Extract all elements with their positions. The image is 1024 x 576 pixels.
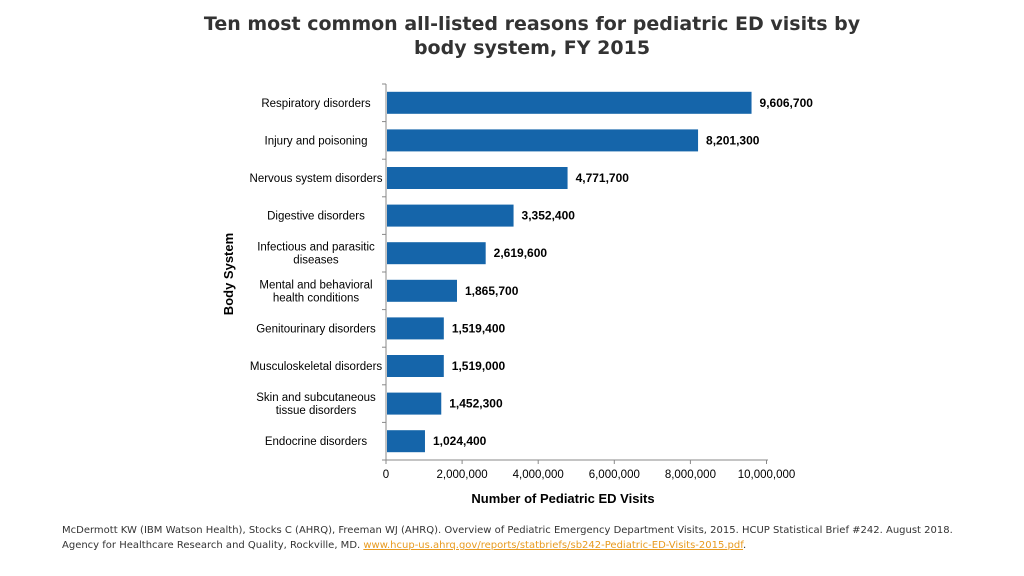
x-tick-label: 2,000,000 <box>437 469 488 481</box>
category-label: Endocrine disorders <box>265 436 368 448</box>
ticks-layer: Respiratory disorders Injury and poisonin… <box>250 83 796 481</box>
bar <box>387 317 444 340</box>
bar-value-label: 9,606,700 <box>760 96 814 110</box>
chart-title: Ten most common all-listed reasons for p… <box>190 12 874 60</box>
title-line-2: body system, FY 2015 <box>413 37 651 59</box>
source-citation: McDermott KW (IBM Watson Health), Stocks… <box>62 523 962 553</box>
x-axis-label: Number of Pediatric ED Visits <box>471 491 654 506</box>
bar <box>387 355 444 377</box>
category-label: diseases <box>293 255 339 267</box>
x-tick-label: 0 <box>383 469 389 481</box>
bar <box>387 430 425 453</box>
category-label: Musculoskeletal disorders <box>250 361 383 373</box>
bar <box>387 129 699 152</box>
x-tick-label: 10,000,000 <box>738 469 796 481</box>
category-label: Mental and behavioral <box>259 279 372 291</box>
category-label: Infectious and parasitic <box>257 242 375 254</box>
citation-end: . <box>743 540 747 551</box>
bar-value-label: 1,024,400 <box>433 434 487 448</box>
bar-value-label: 1,519,000 <box>452 359 506 373</box>
category-label: Skin and subcutaneous <box>256 392 376 404</box>
bar-value-label: 3,352,400 <box>522 209 576 223</box>
bar <box>387 167 568 189</box>
category-label: Digestive disorders <box>267 211 365 223</box>
bar-value-label: 1,519,400 <box>452 321 506 335</box>
bars-layer: 9,606,700 8,201,300 4,771,700 3,352,400 2,61… <box>387 91 814 453</box>
category-label: Respiratory disorders <box>261 98 371 110</box>
category-label: Nervous system disorders <box>250 173 383 185</box>
bar-value-label: 2,619,600 <box>494 246 548 260</box>
category-label: health conditions <box>273 292 360 304</box>
citation-link[interactable]: www.hcup-us.ahrq.gov/reports/statbriefs/… <box>363 540 744 551</box>
category-label: Injury and poisoning <box>265 135 368 147</box>
bar-value-label: 1,452,300 <box>449 397 503 411</box>
bar <box>387 279 457 302</box>
bar <box>387 392 442 415</box>
bar-value-label: 4,771,700 <box>576 171 630 185</box>
citation-text: McDermott KW (IBM Watson Health), Stocks… <box>62 525 953 551</box>
title-line-1: Ten most common all-listed reasons for p… <box>203 13 861 35</box>
bar-value-label: 8,201,300 <box>706 133 760 147</box>
category-label: tissue disorders <box>276 405 357 417</box>
category-label: Genitourinary disorders <box>256 323 376 335</box>
bar <box>387 91 752 114</box>
bar-value-label: 1,865,700 <box>465 284 519 298</box>
bar <box>387 242 486 265</box>
x-tick-label: 4,000,000 <box>513 469 564 481</box>
y-axis-label: Body System <box>221 233 236 315</box>
bar <box>387 204 514 227</box>
x-tick-label: 6,000,000 <box>589 469 640 481</box>
x-tick-label: 8,000,000 <box>665 469 716 481</box>
